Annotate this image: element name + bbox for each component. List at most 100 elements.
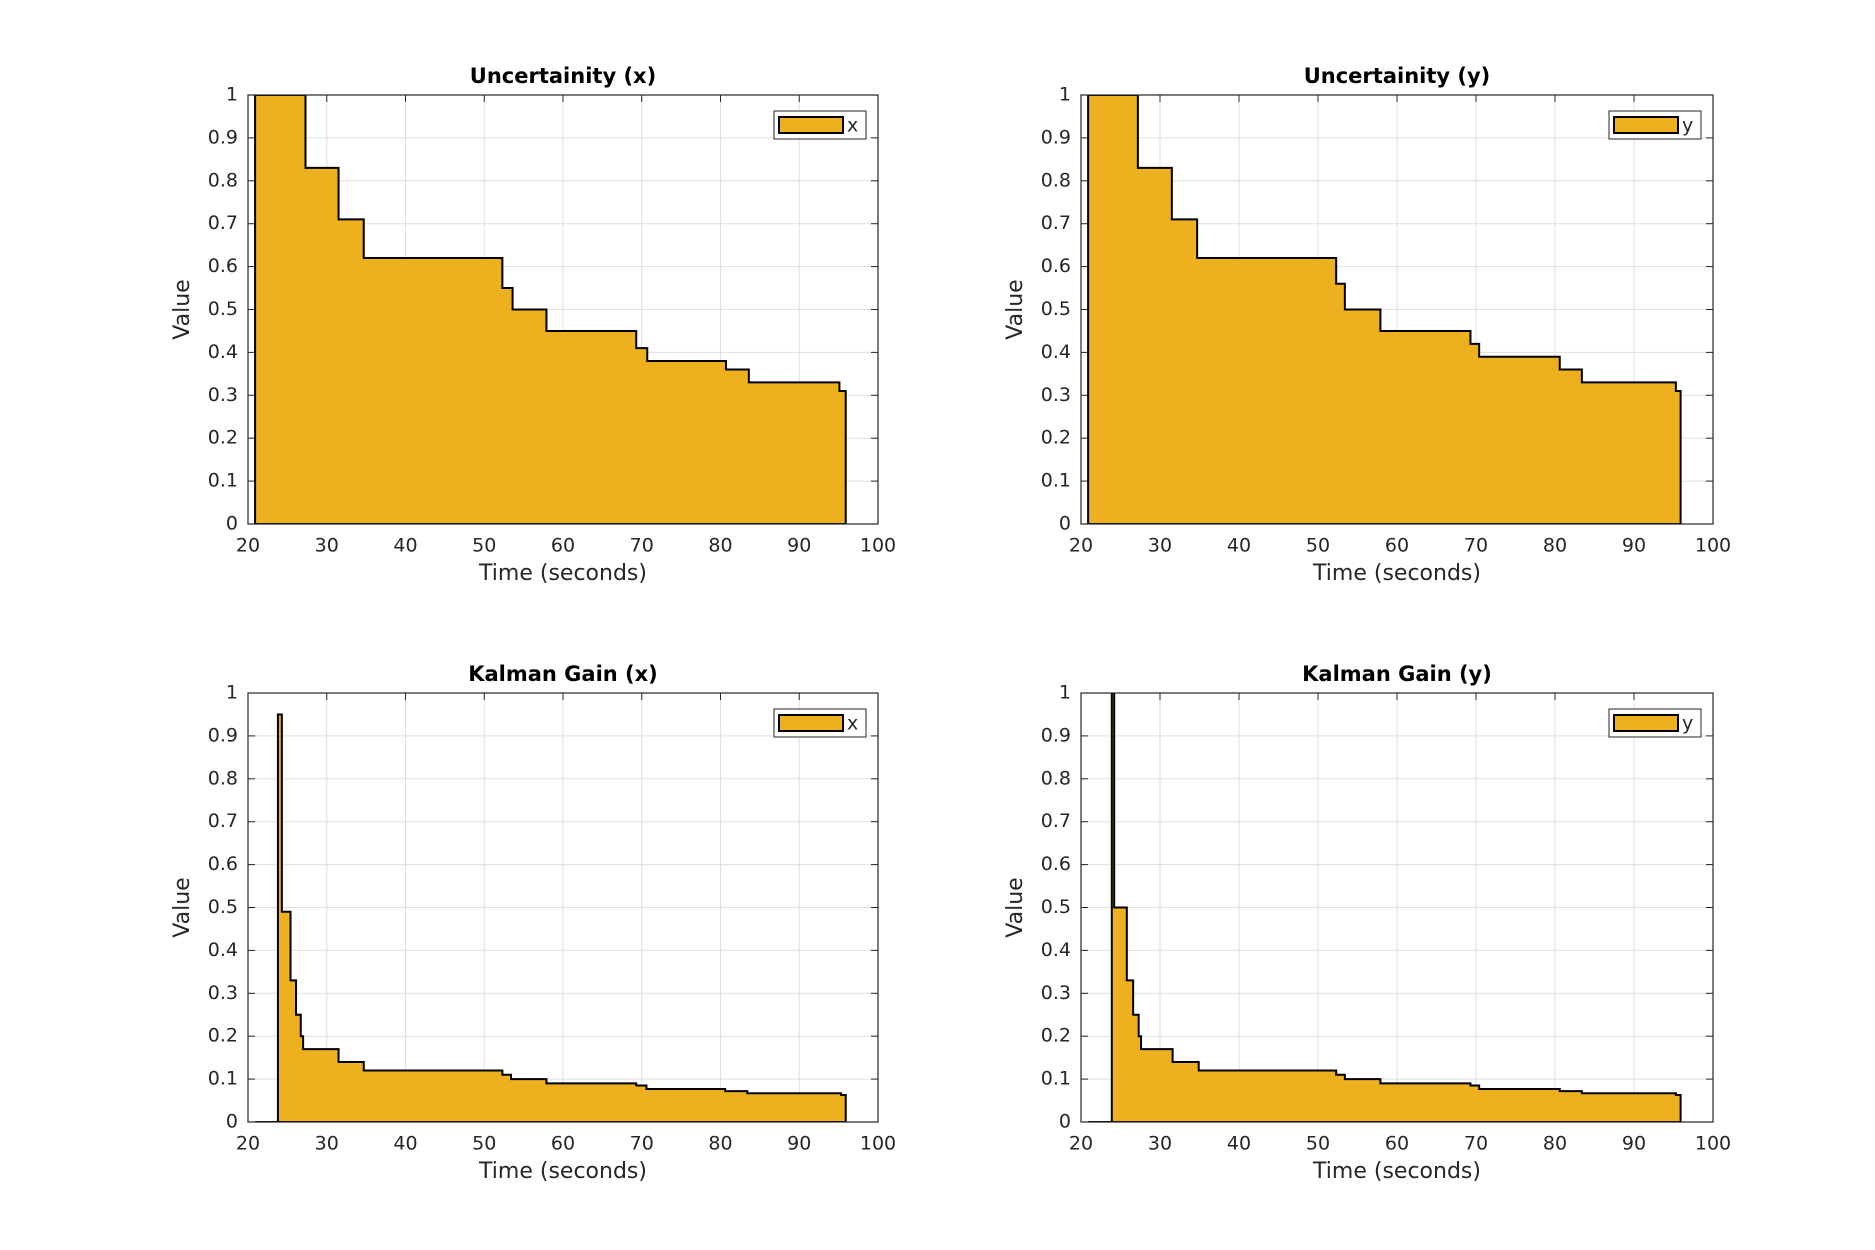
legend-swatch — [778, 714, 844, 732]
x-axis-label: Time (seconds) — [478, 561, 647, 586]
x-tick-label: 100 — [860, 535, 896, 557]
y-tick-label: 0 — [226, 513, 238, 535]
y-axis-label: Value — [1003, 279, 1028, 339]
x-tick-label: 90 — [787, 535, 811, 557]
y-tick-label: 0.8 — [208, 169, 238, 191]
y-tick-label: 0.9 — [1041, 724, 1071, 746]
x-tick-label: 40 — [1227, 535, 1251, 557]
y-tick-label: 1 — [226, 84, 238, 106]
y-tick-label: 0.7 — [1041, 212, 1071, 234]
y-tick-label: 0.4 — [1041, 341, 1071, 363]
x-tick-label: 100 — [1695, 1133, 1731, 1155]
legend-label: x — [847, 713, 858, 735]
subplot: 20 30 40 50 60 70 80 90 100 0 0.1 0.2 0.3 0.4 0.5 0.6 0.… — [170, 662, 896, 1184]
x-tick-label: 50 — [1306, 1133, 1330, 1155]
y-tick-label: 0.9 — [1041, 126, 1071, 148]
y-tick-label: 0.5 — [208, 298, 238, 320]
x-tick-label: 50 — [472, 535, 496, 557]
x-axis-label: Time (seconds) — [1312, 1159, 1481, 1184]
y-tick-label: 0.1 — [1041, 1068, 1071, 1090]
legend-label: x — [847, 115, 858, 137]
area — [254, 95, 847, 524]
y-tick-label: 0.5 — [208, 896, 238, 918]
x-tick-label: 80 — [1543, 535, 1567, 557]
area — [255, 713, 847, 1122]
subplot: 20 30 40 50 60 70 80 90 100 0 0.1 0.2 0.3 0.4 0.5 0.6 0.… — [1003, 64, 1731, 586]
axes-box — [1080, 94, 1714, 525]
x-tick-label: 60 — [1385, 1133, 1409, 1155]
y-tick-label: 0.2 — [208, 427, 238, 449]
y-tick-label: 0.6 — [208, 853, 238, 875]
y-tick-label: 0.5 — [1041, 896, 1071, 918]
chart-title: Kalman Gain (y) — [1302, 662, 1492, 686]
y-tick-label: 0.1 — [1041, 470, 1071, 492]
y-tick-label: 0.2 — [1041, 1025, 1071, 1047]
x-axis-label: Time (seconds) — [1312, 561, 1481, 586]
y-tick-label: 1 — [226, 682, 238, 704]
y-tick-label: 0.4 — [208, 939, 238, 961]
chart-title: Uncertainity (x) — [470, 64, 656, 88]
y-tick-label: 0 — [226, 1111, 238, 1133]
y-axis-label: Value — [170, 877, 195, 937]
x-tick-label: 70 — [630, 1133, 654, 1155]
y-tick-label: 0.9 — [208, 724, 238, 746]
x-tick-label: 40 — [1227, 1133, 1251, 1155]
x-tick-label: 90 — [1622, 535, 1646, 557]
x-tick-label: 20 — [236, 535, 260, 557]
y-tick-label: 0.6 — [1041, 255, 1071, 277]
x-tick-label: 100 — [860, 1133, 896, 1155]
y-tick-label: 0.7 — [1041, 810, 1071, 832]
y-tick-label: 0.6 — [208, 255, 238, 277]
y-tick-label: 0.5 — [1041, 298, 1071, 320]
x-tick-label: 30 — [1148, 1133, 1172, 1155]
subplot: 20 30 40 50 60 70 80 90 100 0 0.1 0.2 0.3 0.4 0.5 0.6 0.… — [1003, 662, 1731, 1184]
y-axis-label: Value — [170, 279, 195, 339]
chart-title: Kalman Gain (x) — [468, 662, 658, 686]
x-axis-label: Time (seconds) — [478, 1159, 647, 1184]
x-tick-label: 70 — [1464, 1133, 1488, 1155]
x-tick-label: 80 — [708, 1133, 732, 1155]
y-tick-label: 0.1 — [208, 470, 238, 492]
legend-swatch — [1613, 714, 1679, 732]
x-tick-label: 70 — [630, 535, 654, 557]
x-tick-label: 40 — [393, 535, 417, 557]
x-tick-label: 20 — [1069, 535, 1093, 557]
legend-swatch — [1613, 116, 1679, 134]
y-tick-label: 0.2 — [208, 1025, 238, 1047]
y-tick-label: 0.1 — [208, 1068, 238, 1090]
chart-title: Uncertainity (y) — [1304, 64, 1491, 88]
legend-label: y — [1682, 713, 1693, 735]
x-tick-label: 30 — [1148, 535, 1172, 557]
y-tick-label: 0.3 — [1041, 982, 1071, 1004]
y-tick-label: 0.7 — [208, 810, 238, 832]
x-tick-label: 20 — [1069, 1133, 1093, 1155]
y-tick-label: 0.3 — [208, 982, 238, 1004]
axes-box — [247, 94, 879, 525]
x-tick-label: 60 — [551, 535, 575, 557]
x-tick-label: 60 — [551, 1133, 575, 1155]
x-tick-label: 20 — [236, 1133, 260, 1155]
subplot: 20 30 40 50 60 70 80 90 100 0 0.1 0.2 0.3 0.4 0.5 0.6 0.… — [170, 64, 896, 586]
axes-box — [1080, 692, 1714, 1123]
y-tick-label: 0.2 — [1041, 427, 1071, 449]
x-tick-label: 40 — [393, 1133, 417, 1155]
legend-label: y — [1682, 115, 1693, 137]
x-tick-label: 50 — [1306, 535, 1330, 557]
y-tick-label: 0 — [1059, 1111, 1071, 1133]
x-tick-label: 70 — [1464, 535, 1488, 557]
y-tick-label: 0.9 — [208, 126, 238, 148]
x-tick-label: 50 — [472, 1133, 496, 1155]
x-tick-label: 30 — [315, 1133, 339, 1155]
y-tick-label: 0.3 — [1041, 384, 1071, 406]
y-tick-label: 0.8 — [1041, 169, 1071, 191]
x-tick-label: 90 — [1622, 1133, 1646, 1155]
y-tick-label: 0.4 — [1041, 939, 1071, 961]
y-tick-label: 0 — [1059, 513, 1071, 535]
area — [1087, 95, 1682, 524]
y-tick-label: 0.7 — [208, 212, 238, 234]
y-tick-label: 0.8 — [1041, 767, 1071, 789]
y-tick-label: 0.3 — [208, 384, 238, 406]
x-tick-label: 100 — [1695, 535, 1731, 557]
x-tick-label: 60 — [1385, 535, 1409, 557]
